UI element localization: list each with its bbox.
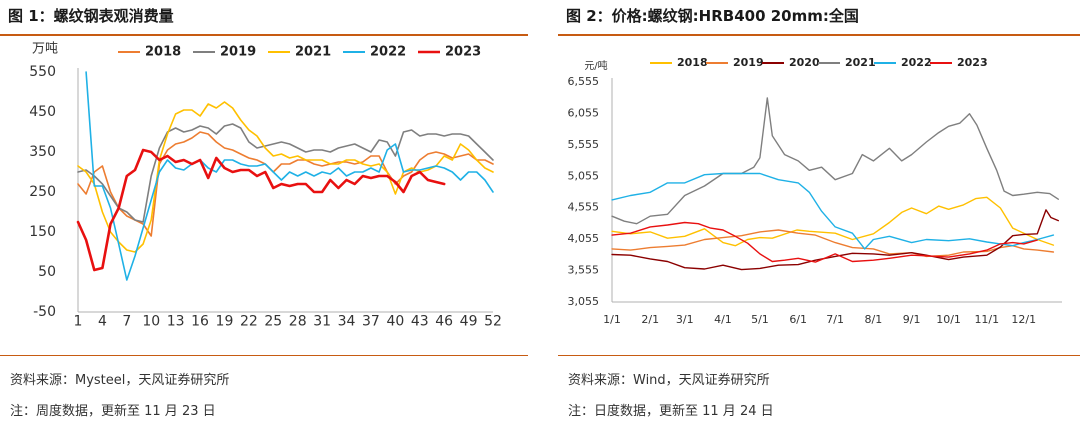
figure-1-bottom-rule (0, 355, 528, 356)
y-tick-label: 5,555 (568, 138, 600, 151)
series-line-2019 (77, 123, 494, 223)
y-tick-label: 4,055 (568, 232, 600, 245)
figure-1-top-rule (0, 34, 528, 36)
x-tick-label: 1/1 (603, 313, 621, 326)
y-tick-label: 50 (38, 264, 56, 280)
x-tick-label: 49 (460, 314, 478, 330)
series-line-2021 (611, 97, 1059, 225)
y-axis-unit-label: 万吨 (32, 42, 58, 57)
x-tick-label: 37 (362, 314, 380, 330)
y-tick-label: 6,555 (568, 75, 600, 88)
x-tick-label: 3/1 (676, 313, 694, 326)
figure-2-source: 资料来源：Wind，天风证券研究所 (568, 373, 770, 388)
y-axis-unit-label: 元/吨 (584, 59, 607, 72)
y-tick-label: 450 (29, 104, 56, 120)
x-tick-label: 12/1 (1011, 313, 1036, 326)
series-line-2022 (85, 71, 494, 281)
x-tick-label: 10/1 (936, 313, 961, 326)
legend-label-2019: 2019 (220, 45, 256, 60)
figure-2-bottom-rule (558, 355, 1080, 356)
series-line-2019 (611, 229, 1055, 258)
x-tick-label: 46 (435, 314, 453, 330)
figure-2-note: 注：日度数据，更新至 11 月 24 日 (568, 404, 774, 419)
x-tick-label: 19 (216, 314, 234, 330)
figure-2-panel: 图 2：价格:螺纹钢:HRB400 20mm:全国 元/吨 6,555 6,055 5… (558, 0, 1080, 423)
x-tick-label: 43 (411, 314, 429, 330)
series-line-2018 (611, 196, 1055, 247)
x-tick-label: 34 (338, 314, 356, 330)
figure-1-note: 注：周度数据，更新至 11 月 23 日 (10, 404, 216, 419)
x-tick-label: 22 (240, 314, 258, 330)
legend-label-2019: 2019 (733, 56, 764, 69)
figure-2-chart: 元/吨 6,555 6,055 5,555 5,055 4,555 4,055 3,555 3,… (568, 56, 1062, 326)
y-tick-label: 350 (29, 144, 56, 160)
x-tick-label: 25 (264, 314, 282, 330)
series-line-2022 (611, 172, 1055, 250)
x-tick-label: 31 (313, 314, 331, 330)
y-tick-label: 5,055 (568, 169, 600, 182)
series-line-2023 (76, 148, 446, 272)
y-tick-label: 6,055 (568, 106, 600, 119)
series-line-2023 (611, 221, 1038, 263)
series-line-2020 (611, 209, 1059, 271)
y-tick-label: 250 (29, 184, 56, 200)
x-tick-label: 4/1 (714, 313, 732, 326)
y-tick-label: 150 (29, 224, 56, 240)
x-tick-label: 9/1 (903, 313, 921, 326)
legend-label-2021: 2021 (295, 45, 331, 60)
x-tick-label: 28 (289, 314, 307, 330)
x-tick-label: 7/1 (826, 313, 844, 326)
x-tick-label: 6/1 (789, 313, 807, 326)
legend-label-2020: 2020 (789, 56, 820, 69)
x-tick-label: 40 (386, 314, 404, 330)
x-tick-label: 52 (484, 314, 502, 330)
x-tick-label: 7 (122, 314, 131, 330)
x-tick-label: 4 (98, 314, 107, 330)
x-tick-label: 5/1 (751, 313, 769, 326)
x-tick-label: 16 (191, 314, 209, 330)
y-tick-label: 3,055 (568, 295, 600, 308)
figure-2-title: 图 2：价格:螺纹钢:HRB400 20mm:全国 (566, 7, 859, 25)
figure-1-source: 资料来源：Mysteel，天风证券研究所 (10, 373, 230, 388)
y-tick-label: 3,555 (568, 264, 600, 277)
x-tick-label: 13 (167, 314, 185, 330)
x-tick-label: 10 (142, 314, 160, 330)
legend-label-2018: 2018 (677, 56, 708, 69)
legend-label-2023: 2023 (445, 45, 481, 60)
figure-1-panel: 图 1：螺纹钢表观消费量 万吨 550 450 350 250 150 50 -50 1 4 7 10… (0, 0, 528, 423)
legend-label-2022: 2022 (370, 45, 406, 60)
x-tick-label: 2/1 (641, 313, 659, 326)
legend-label-2022: 2022 (901, 56, 932, 69)
legend-label-2018: 2018 (145, 45, 181, 60)
y-tick-label: 4,555 (568, 201, 600, 214)
y-tick-label: 550 (29, 64, 56, 80)
x-tick-label: 1 (74, 314, 83, 330)
x-tick-label: 11/1 (974, 313, 999, 326)
figure-1-title: 图 1：螺纹钢表观消费量 (8, 7, 174, 25)
figure-1-chart: 万吨 550 450 350 250 150 50 -50 1 4 7 10 13 16 19 22 25 28 3… (29, 42, 502, 330)
legend-label-2021: 2021 (845, 56, 876, 69)
legend-label-2023: 2023 (957, 56, 988, 69)
x-tick-label: 8/1 (865, 313, 883, 326)
y-tick-label: -50 (33, 304, 56, 320)
figure-2-top-rule (558, 34, 1080, 36)
series-line-2021 (77, 101, 494, 253)
